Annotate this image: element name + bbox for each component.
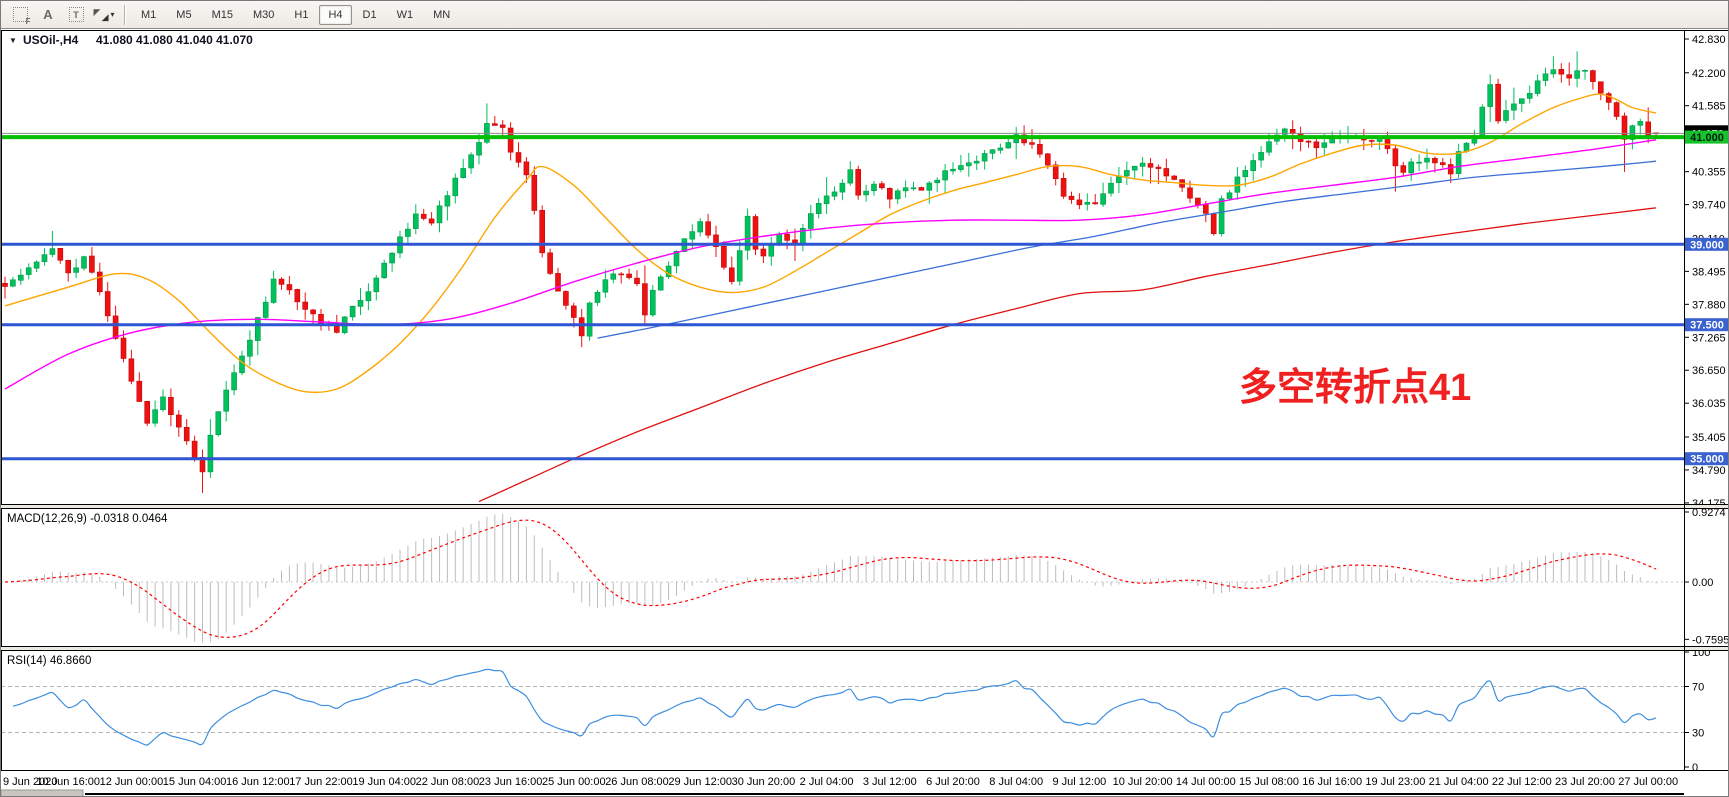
level-box-35.000 xyxy=(1685,452,1728,466)
timeframe-button-m15[interactable]: M15 xyxy=(211,8,233,21)
level-box-39.000 xyxy=(1685,237,1728,251)
level-box-41.000 xyxy=(1685,130,1728,144)
level-box-37.500 xyxy=(1685,318,1728,332)
price-axis-label: 36.035 xyxy=(1692,398,1726,410)
timeframe-button-m1[interactable]: M1 xyxy=(141,8,157,21)
symbol-dropdown-icon[interactable]: ▼ xyxy=(9,36,17,45)
level-box-label: 39.000 xyxy=(1690,239,1724,251)
time-axis-label: 30 Jun 20:00 xyxy=(732,776,796,788)
time-axis-label: 14 Jul 00:00 xyxy=(1176,776,1236,788)
timeframe-button-m30[interactable]: M30 xyxy=(252,8,275,21)
macd-histogram xyxy=(12,513,1657,643)
rsi-axis-label: 0 xyxy=(1692,762,1698,774)
time-axis-label: 23 Jul 20:00 xyxy=(1555,776,1615,788)
ma-slow-blue-line xyxy=(597,160,1657,339)
price-axis-label: 40.355 xyxy=(1692,167,1726,179)
timeframe-button-d1[interactable]: D1 xyxy=(362,8,377,21)
rsi-axis-label: 70 xyxy=(1692,682,1704,694)
main-plot-area[interactable] xyxy=(1,30,1684,504)
time-axis-label: 9 Jun 2020 xyxy=(3,776,57,788)
time-axis-label: 25 Jun 00:00 xyxy=(542,776,606,788)
time-axis-label: 16 Jul 16:00 xyxy=(1302,776,1362,788)
text-box-icon[interactable]: T xyxy=(63,3,89,27)
text-label-icon[interactable]: A xyxy=(43,7,53,22)
timeframe-button-w1[interactable]: W1 xyxy=(396,8,414,21)
toolbar: F A T ◤ ◢ ▾ M1 M5 M15 M30 H1 H4 D1 W1 MN xyxy=(1,1,1728,29)
price-axis-label: 34.790 xyxy=(1692,465,1726,477)
panel-borders xyxy=(1,30,1728,771)
time-axis-label: 15 Jun 04:00 xyxy=(163,776,227,788)
time-axis-label: 16 Jun 12:00 xyxy=(226,776,290,788)
toolbar-separator xyxy=(124,4,125,25)
time-axis-label: 15 Jul 08:00 xyxy=(1239,776,1299,788)
macd-signal-line xyxy=(4,519,1657,638)
time-axis-label: 3 Jul 12:00 xyxy=(863,776,917,788)
time-axis-label: 22 Jul 12:00 xyxy=(1492,776,1552,788)
price-axis-label: 38.495 xyxy=(1692,266,1726,278)
macd-axis[interactable]: 0.9274 0.00 -0.7595 xyxy=(1684,507,1729,646)
level-box-label: 35.000 xyxy=(1690,454,1724,466)
time-axis-label: 23 Jun 16:00 xyxy=(479,776,543,788)
chart-canvas[interactable]: 42.83042.20041.58540.97040.35539.74039.1… xyxy=(1,29,1729,797)
price-axis-label: 35.405 xyxy=(1692,432,1726,444)
price-axis-label: 37.880 xyxy=(1692,299,1726,311)
level-box-label: 37.500 xyxy=(1690,320,1724,332)
time-axis-label: 26 Jun 08:00 xyxy=(605,776,669,788)
time-axis-label: 6 Jul 20:00 xyxy=(926,776,980,788)
time-axis-label: 10 Jul 20:00 xyxy=(1113,776,1173,788)
rsi-axis-label: 30 xyxy=(1692,728,1704,740)
level-box-label: 41.000 xyxy=(1690,132,1724,144)
ma-slowest-red-line xyxy=(478,207,1657,503)
macd-axis-label: -0.7595 xyxy=(1692,634,1729,646)
pointer-grid-icon[interactable]: F xyxy=(7,3,33,27)
annotation-text: 多空转折点41 xyxy=(1239,367,1471,409)
time-axis-label: 17 Jun 22:00 xyxy=(289,776,353,788)
time-axis-label: 27 Jul 00:00 xyxy=(1618,776,1678,788)
rsi-plot-area[interactable] xyxy=(1,650,1684,770)
macd-header: MACD(12,26,9) -0.0318 0.0464 xyxy=(7,513,168,525)
time-axis-label: 2 Jul 04:00 xyxy=(800,776,854,788)
color-scheme-icon[interactable]: ◤ ◢ ▾ xyxy=(93,6,115,22)
ma-medium-magenta-line xyxy=(4,139,1657,390)
price-axis-label: 36.650 xyxy=(1692,365,1726,377)
time-axis-label: 22 Jun 08:00 xyxy=(416,776,480,788)
price-axis-label: 39.740 xyxy=(1692,200,1726,212)
rsi-header: RSI(14) 46.8660 xyxy=(7,655,91,667)
dropdown-caret-icon[interactable]: ▾ xyxy=(110,10,115,19)
time-axis-label: 29 Jun 12:00 xyxy=(668,776,732,788)
chart-header: ▼ USOil-,H4 41.080 41.080 41.040 41.070 xyxy=(9,33,253,47)
time-axis-label: 9 Jul 12:00 xyxy=(1052,776,1106,788)
time-axis-label: 12 Jun 00:00 xyxy=(100,776,164,788)
timeframe-button-h1[interactable]: H1 xyxy=(294,8,309,21)
price-axis-label: 37.265 xyxy=(1692,332,1726,344)
chart-ohlc: 41.080 41.080 41.040 41.070 xyxy=(96,33,253,47)
time-axis-label: 21 Jul 04:00 xyxy=(1429,776,1489,788)
ma-fast-orange-line xyxy=(4,93,1657,394)
price-axis-label: 42.830 xyxy=(1692,34,1726,46)
price-axis-label: 42.200 xyxy=(1692,68,1726,80)
macd-axis-label: 0.9274 xyxy=(1692,507,1726,519)
macd-axis-label: 0.00 xyxy=(1692,577,1713,589)
horizontal-scrollbar[interactable] xyxy=(1,789,1684,797)
time-axis-label: 19 Jun 04:00 xyxy=(352,776,416,788)
price-axis[interactable]: 42.83042.20041.58540.97040.35539.74039.1… xyxy=(1684,34,1726,510)
chart-symbol-period: USOil-,H4 xyxy=(23,33,79,47)
rsi-line xyxy=(12,668,1657,746)
timeframe-button-mn[interactable]: MN xyxy=(433,8,451,21)
time-axis-label: 8 Jul 04:00 xyxy=(989,776,1043,788)
time-axis-label: 19 Jul 23:00 xyxy=(1365,776,1425,788)
price-axis-label: 41.585 xyxy=(1692,101,1726,113)
time-axis-label: 10 Jun 16:00 xyxy=(36,776,100,788)
timeframe-button-h4[interactable]: H4 xyxy=(319,4,352,25)
timeframe-button-m5[interactable]: M5 xyxy=(176,8,192,21)
scrollbar-thumb[interactable] xyxy=(1,789,84,797)
